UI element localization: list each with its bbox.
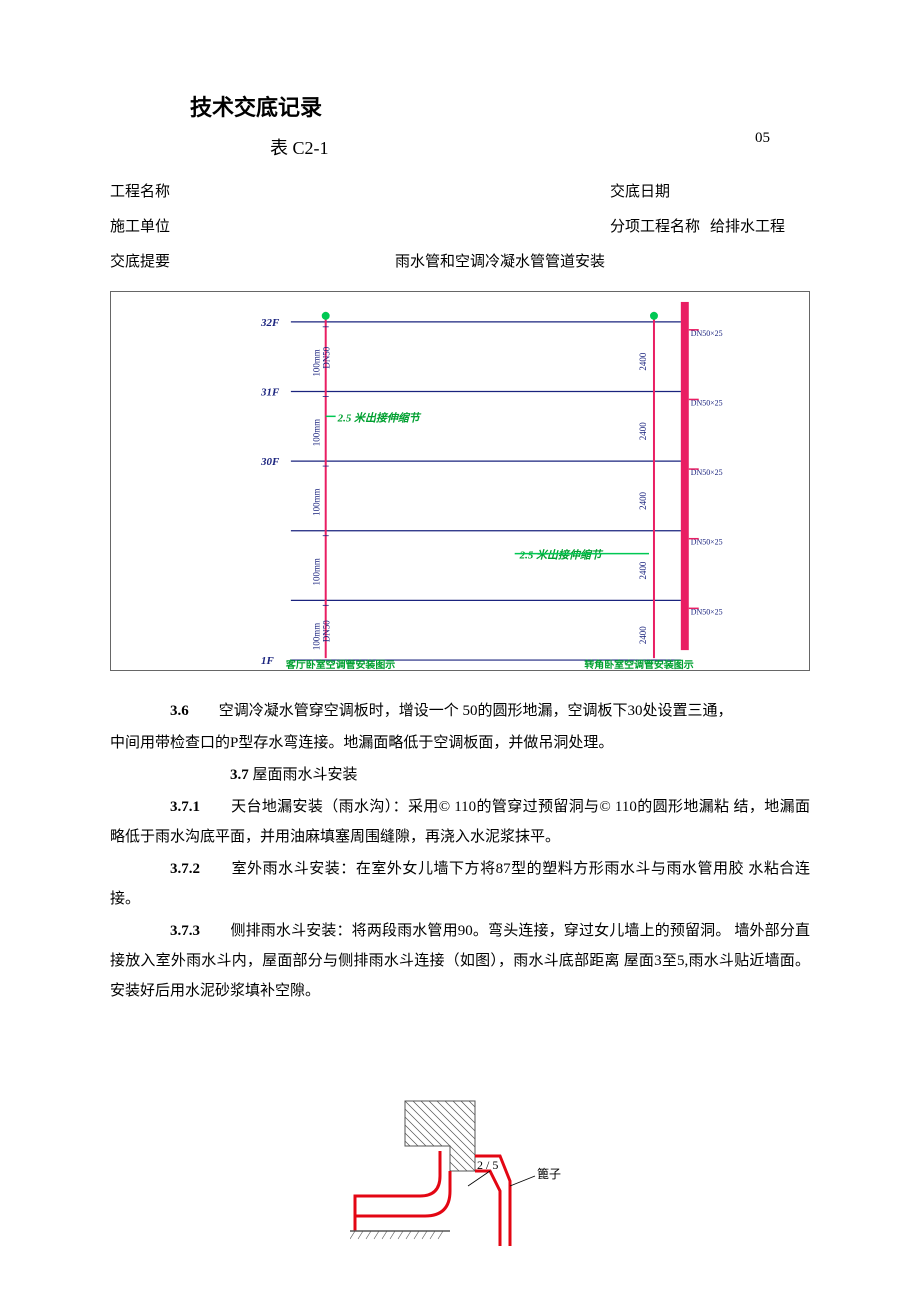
- page-number: 05: [755, 130, 770, 147]
- date-label: 交底日期: [610, 180, 710, 201]
- header-row-3: 交底提要 雨水管和空调冷凝水管管道安装: [110, 250, 810, 271]
- para-3-7-text: 屋面雨水斗安装: [249, 767, 358, 783]
- svg-text:30F: 30F: [260, 456, 280, 468]
- doc-subtitle: 表 C2-1: [270, 134, 810, 160]
- doc-title: 技术交底记录: [190, 90, 810, 122]
- svg-text:2400: 2400: [638, 422, 648, 440]
- svg-text:DN50: DN50: [322, 620, 332, 642]
- side-drain-diagram: 2 / 5 篦子: [350, 1096, 570, 1246]
- body-text: 3.6 空调冷凝水管穿空调板时，增设一个 50的圆形地漏，空调板下30处设置三通…: [110, 696, 810, 1006]
- summary-label: 交底提要: [110, 250, 190, 271]
- para-3-7-1: 3.7.1 天台地漏安装（雨水沟）：采用© 110的管穿过预留洞与© 110的圆…: [110, 792, 810, 852]
- svg-text:篦子: 篦子: [537, 1166, 561, 1181]
- para-3-7-2: 3.7.2 室外雨水斗安装：在室外女儿墙下方将87型的塑料方形雨水斗与雨水管用胶…: [110, 854, 810, 914]
- para-3-7-1-text: 天台地漏安装（雨水沟）：采用© 110的管穿过预留洞与© 110的圆形地漏粘 结…: [110, 799, 810, 845]
- para-3-7-3-text: 侧排雨水斗安装：将两段雨水管用90。弯头连接，穿过女儿墙上的预留洞。 墙外部分直…: [110, 923, 810, 999]
- header-row-1: 工程名称 交底日期: [110, 180, 810, 201]
- para-3-7-3: 3.7.3 侧排雨水斗安装：将两段雨水管用90。弯头连接，穿过女儿墙上的预留洞。…: [110, 916, 810, 1006]
- pipe-floor-diagram: 32F31F30F1F2.5 米出接伸缩节2.5 米出接伸缩节100mmDN50…: [110, 291, 810, 671]
- svg-text:2400: 2400: [638, 491, 648, 509]
- svg-text:2.5 米出接伸缩节: 2.5 米出接伸缩节: [519, 549, 604, 562]
- para-3-6-cont: 中间用带检查口的P型存水弯连接。地漏面略低于空调板面，并做吊洞处理。: [110, 728, 810, 758]
- subproject-label: 分项工程名称: [610, 215, 710, 236]
- sec-num-3-7: 3.7: [170, 760, 249, 790]
- date-value: [710, 180, 810, 201]
- svg-text:客厅卧室空调管安装图示: 客厅卧室空调管安装图示: [285, 658, 395, 671]
- sec-num-3-7-2: 3.7.2: [140, 854, 200, 884]
- unit-label: 施工单位: [110, 215, 190, 236]
- svg-text:100mm: 100mm: [312, 349, 322, 376]
- para-3-7-2-text: 室外雨水斗安装：在室外女儿墙下方将87型的塑料方形雨水斗与雨水管用胶 水粘合连接…: [110, 861, 810, 907]
- svg-text:31F: 31F: [260, 386, 280, 398]
- svg-text:2400: 2400: [638, 626, 648, 644]
- header-row-2: 施工单位 分项工程名称 给排水工程: [110, 215, 810, 236]
- svg-text:100mm: 100mm: [312, 419, 322, 446]
- svg-text:DN50: DN50: [322, 346, 332, 368]
- sec-num-3-7-3: 3.7.3: [140, 916, 200, 946]
- svg-text:100mm: 100mm: [312, 558, 322, 585]
- svg-text:100mm: 100mm: [312, 488, 322, 515]
- para-3-7: 3.7 屋面雨水斗安装: [110, 760, 810, 790]
- svg-text:2.5 米出接伸缩节: 2.5 米出接伸缩节: [337, 411, 422, 424]
- sec-num-3-7-1: 3.7.1: [140, 792, 200, 822]
- summary-value: 雨水管和空调冷凝水管管道安装: [190, 250, 810, 271]
- subproject-value: 给排水工程: [710, 215, 810, 236]
- svg-text:32F: 32F: [260, 317, 280, 329]
- para-3-6-text: 空调冷凝水管穿空调板时，增设一个 50的圆形地漏，空调板下30处设置三通，: [189, 703, 733, 719]
- project-name-label: 工程名称: [110, 180, 190, 201]
- svg-text:2400: 2400: [638, 561, 648, 579]
- svg-text:2400: 2400: [638, 352, 648, 370]
- para-3-6: 3.6 空调冷凝水管穿空调板时，增设一个 50的圆形地漏，空调板下30处设置三通…: [110, 696, 810, 726]
- svg-text:转角卧室空调管安装图示: 转角卧室空调管安装图示: [584, 658, 693, 671]
- svg-text:1F: 1F: [261, 655, 274, 667]
- sec-num-3-6: 3.6: [140, 696, 189, 726]
- svg-text:100mm: 100mm: [312, 623, 322, 650]
- svg-text:2 / 5: 2 / 5: [477, 1158, 498, 1172]
